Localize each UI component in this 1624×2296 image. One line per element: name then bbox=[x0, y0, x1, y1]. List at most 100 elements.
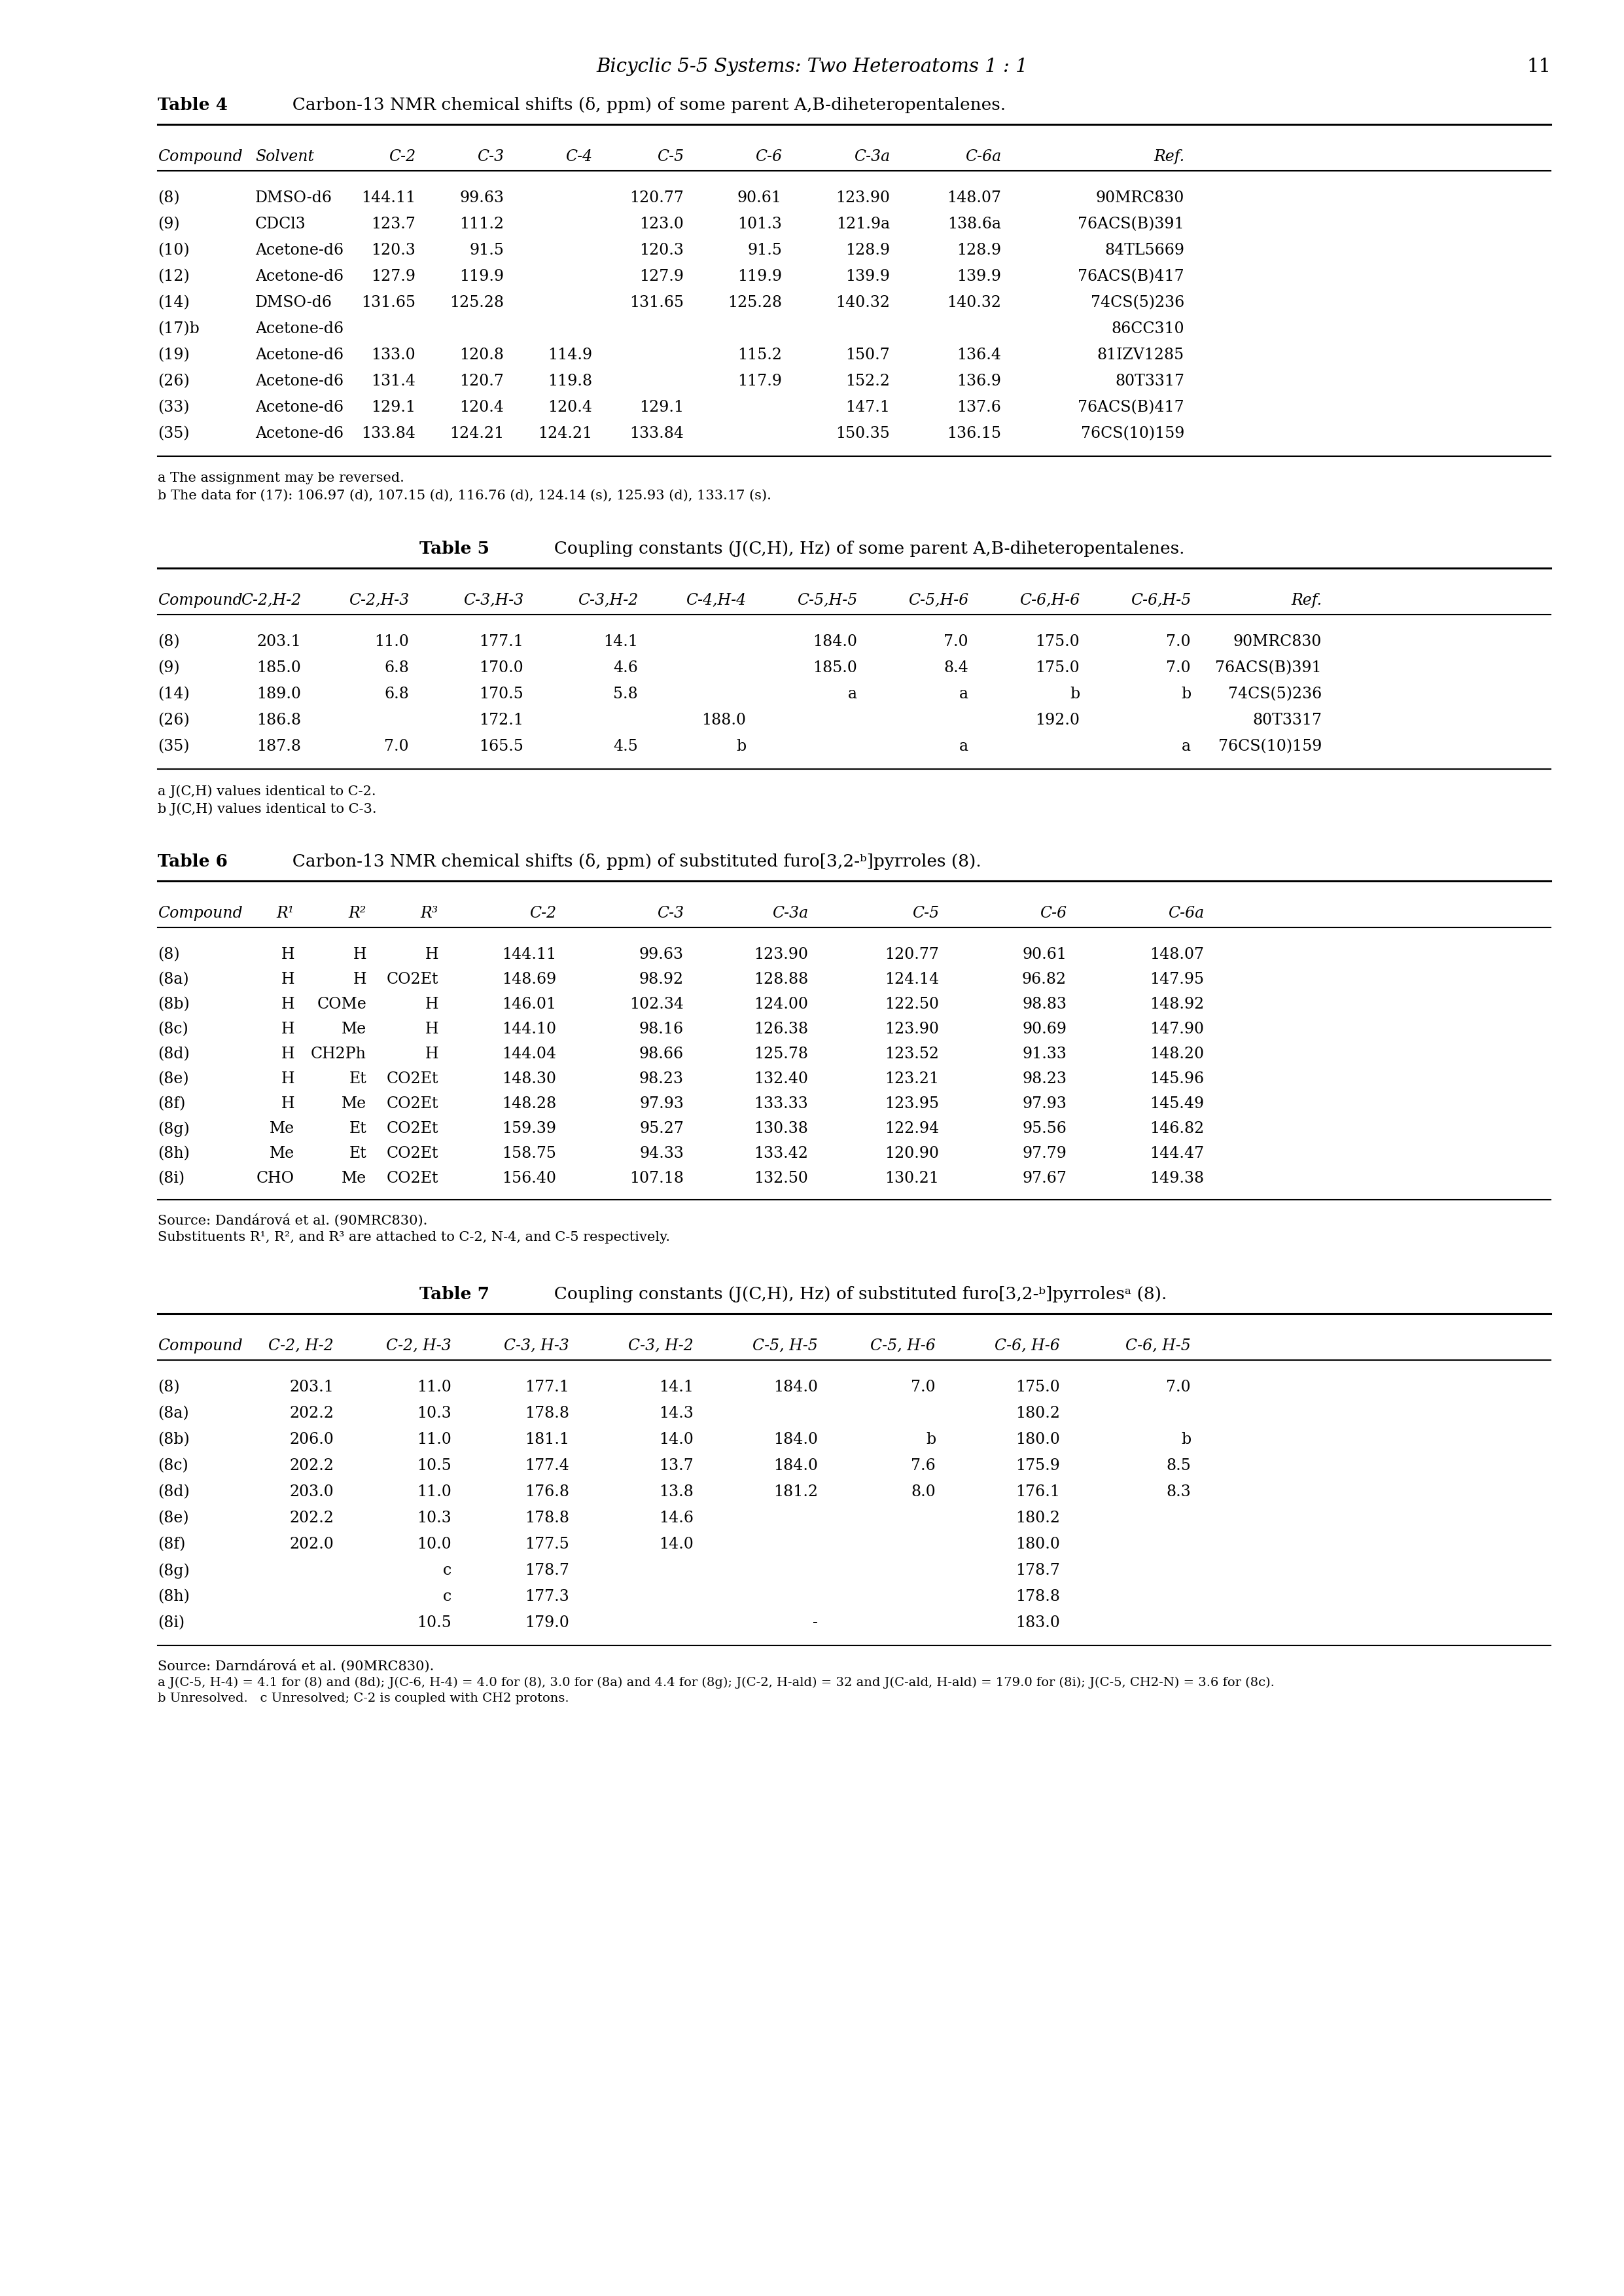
Text: 120.3: 120.3 bbox=[370, 243, 416, 257]
Text: (8a): (8a) bbox=[158, 1405, 188, 1421]
Text: 202.2: 202.2 bbox=[289, 1458, 333, 1474]
Text: 184.0: 184.0 bbox=[773, 1433, 818, 1446]
Text: b: b bbox=[926, 1433, 935, 1446]
Text: 178.7: 178.7 bbox=[525, 1564, 570, 1577]
Text: 144.10: 144.10 bbox=[502, 1022, 555, 1038]
Text: 120.3: 120.3 bbox=[640, 243, 684, 257]
Text: (8c): (8c) bbox=[158, 1458, 188, 1474]
Text: CO2Et: CO2Et bbox=[387, 971, 438, 987]
Text: (19): (19) bbox=[158, 347, 190, 363]
Text: 121.9a: 121.9a bbox=[836, 216, 890, 232]
Text: 133.84: 133.84 bbox=[361, 427, 416, 441]
Text: 11.0: 11.0 bbox=[417, 1486, 451, 1499]
Text: 149.38: 149.38 bbox=[1150, 1171, 1203, 1187]
Text: 7.6: 7.6 bbox=[911, 1458, 935, 1474]
Text: 120.4: 120.4 bbox=[547, 400, 593, 416]
Text: (8): (8) bbox=[158, 1380, 180, 1394]
Text: CH2Ph: CH2Ph bbox=[310, 1047, 367, 1061]
Text: 102.34: 102.34 bbox=[630, 996, 684, 1013]
Text: 7.0: 7.0 bbox=[385, 739, 409, 753]
Text: (8): (8) bbox=[158, 634, 180, 650]
Text: Source: Dandárová et al. (90MRC830).: Source: Dandárová et al. (90MRC830). bbox=[158, 1215, 427, 1228]
Text: a The assignment may be reversed.: a The assignment may be reversed. bbox=[158, 473, 404, 484]
Text: Coupling constants (J(C,H), Hz) of some parent A,B-diheteropentalenes.: Coupling constants (J(C,H), Hz) of some … bbox=[542, 540, 1184, 558]
Text: 123.90: 123.90 bbox=[754, 946, 809, 962]
Text: 184.0: 184.0 bbox=[812, 634, 857, 650]
Text: (8d): (8d) bbox=[158, 1486, 190, 1499]
Text: 13.7: 13.7 bbox=[659, 1458, 693, 1474]
Text: C-2: C-2 bbox=[388, 149, 416, 165]
Text: 14.0: 14.0 bbox=[659, 1433, 693, 1446]
Text: 136.15: 136.15 bbox=[947, 427, 1000, 441]
Text: (9): (9) bbox=[158, 216, 180, 232]
Text: 131.4: 131.4 bbox=[370, 374, 416, 388]
Text: Ref.: Ref. bbox=[1291, 592, 1322, 608]
Text: 90.61: 90.61 bbox=[1021, 946, 1067, 962]
Text: 189.0: 189.0 bbox=[257, 687, 300, 703]
Text: (14): (14) bbox=[158, 687, 190, 703]
Text: 133.0: 133.0 bbox=[372, 347, 416, 363]
Text: 8.3: 8.3 bbox=[1166, 1486, 1190, 1499]
Text: 120.90: 120.90 bbox=[885, 1146, 939, 1162]
Text: 148.07: 148.07 bbox=[947, 191, 1000, 207]
Text: 145.96: 145.96 bbox=[1150, 1072, 1203, 1086]
Text: C-3: C-3 bbox=[656, 907, 684, 921]
Text: 148.07: 148.07 bbox=[1150, 946, 1203, 962]
Text: 140.32: 140.32 bbox=[836, 296, 890, 310]
Text: 178.7: 178.7 bbox=[1015, 1564, 1060, 1577]
Text: H: H bbox=[425, 1047, 438, 1061]
Text: 11.0: 11.0 bbox=[417, 1433, 451, 1446]
Text: H: H bbox=[281, 1095, 294, 1111]
Text: C-5: C-5 bbox=[656, 149, 684, 165]
Text: 8.0: 8.0 bbox=[911, 1486, 935, 1499]
Text: 98.66: 98.66 bbox=[640, 1047, 684, 1061]
Text: 98.83: 98.83 bbox=[1021, 996, 1067, 1013]
Text: C-2,H-3: C-2,H-3 bbox=[349, 592, 409, 608]
Text: 123.90: 123.90 bbox=[885, 1022, 939, 1038]
Text: 184.0: 184.0 bbox=[773, 1380, 818, 1394]
Text: 124.21: 124.21 bbox=[538, 427, 593, 441]
Text: 107.18: 107.18 bbox=[630, 1171, 684, 1187]
Text: 165.5: 165.5 bbox=[479, 739, 523, 753]
Text: 10.5: 10.5 bbox=[417, 1458, 451, 1474]
Text: b: b bbox=[1181, 1433, 1190, 1446]
Text: (26): (26) bbox=[158, 374, 190, 388]
Text: 178.8: 178.8 bbox=[525, 1511, 570, 1525]
Text: Acetone-d6: Acetone-d6 bbox=[255, 321, 344, 338]
Text: 125.78: 125.78 bbox=[754, 1047, 809, 1061]
Text: (35): (35) bbox=[158, 739, 190, 753]
Text: C-4: C-4 bbox=[565, 149, 593, 165]
Text: Table 4: Table 4 bbox=[158, 96, 227, 113]
Text: DMSO-d6: DMSO-d6 bbox=[255, 296, 333, 310]
Text: (10): (10) bbox=[158, 243, 190, 257]
Text: 80T3317: 80T3317 bbox=[1116, 374, 1184, 388]
Text: C-5,H-6: C-5,H-6 bbox=[908, 592, 968, 608]
Text: 91.5: 91.5 bbox=[747, 243, 781, 257]
Text: 7.0: 7.0 bbox=[911, 1380, 935, 1394]
Text: C-3, H-2: C-3, H-2 bbox=[628, 1339, 693, 1355]
Text: 122.94: 122.94 bbox=[885, 1120, 939, 1137]
Text: H: H bbox=[281, 1072, 294, 1086]
Text: (8g): (8g) bbox=[158, 1564, 190, 1577]
Text: 148.30: 148.30 bbox=[502, 1072, 555, 1086]
Text: 81IZV1285: 81IZV1285 bbox=[1098, 347, 1184, 363]
Text: 123.21: 123.21 bbox=[885, 1072, 939, 1086]
Text: 146.01: 146.01 bbox=[502, 996, 555, 1013]
Text: 147.1: 147.1 bbox=[846, 400, 890, 416]
Text: 139.9: 139.9 bbox=[846, 269, 890, 285]
Text: 176.8: 176.8 bbox=[525, 1486, 570, 1499]
Text: H: H bbox=[281, 1047, 294, 1061]
Text: 192.0: 192.0 bbox=[1034, 712, 1080, 728]
Text: 10.5: 10.5 bbox=[417, 1616, 451, 1630]
Text: Et: Et bbox=[349, 1146, 367, 1162]
Text: 136.4: 136.4 bbox=[957, 347, 1000, 363]
Text: Bicyclic 5-5 Systems: Two Heteroatoms 1 : 1: Bicyclic 5-5 Systems: Two Heteroatoms 1 … bbox=[596, 57, 1028, 76]
Text: 132.40: 132.40 bbox=[754, 1072, 809, 1086]
Text: 123.95: 123.95 bbox=[885, 1095, 939, 1111]
Text: 136.9: 136.9 bbox=[957, 374, 1000, 388]
Text: Substituents R¹, R², and R³ are attached to C-2, N-4, and C-5 respectively.: Substituents R¹, R², and R³ are attached… bbox=[158, 1231, 671, 1244]
Text: 95.56: 95.56 bbox=[1021, 1120, 1067, 1137]
Text: 129.1: 129.1 bbox=[370, 400, 416, 416]
Text: 159.39: 159.39 bbox=[502, 1120, 555, 1137]
Text: 14.3: 14.3 bbox=[659, 1405, 693, 1421]
